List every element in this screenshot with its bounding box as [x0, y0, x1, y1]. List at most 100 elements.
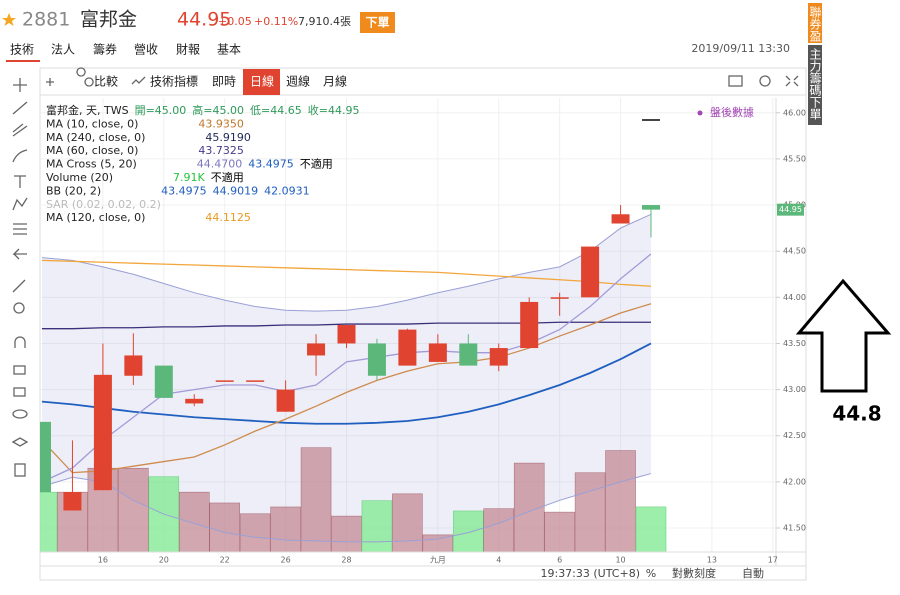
add-symbol-icon[interactable]	[46, 78, 54, 86]
bollinger-lower	[41, 473, 652, 543]
legend-value: 42.0931	[264, 184, 310, 197]
percent-toggle[interactable]: %	[646, 567, 656, 580]
indicator-line	[42, 321, 651, 330]
crosshair-tool[interactable]	[13, 78, 27, 92]
candle-body	[276, 389, 295, 412]
log-scale-toggle[interactable]: 對數刻度	[672, 566, 716, 580]
legend-row: MA (120, close, 0) 44.1125	[46, 211, 251, 224]
volume-bar	[635, 506, 667, 552]
toolbar-button[interactable]: 月線	[323, 74, 347, 89]
toolbar-button[interactable]: 比較	[94, 74, 118, 89]
pitchfork-tool[interactable]	[12, 123, 28, 137]
x-tick-label: 20	[159, 556, 169, 565]
legend-value: 不適用	[211, 170, 244, 184]
settings-icon[interactable]	[759, 75, 771, 87]
auto-scale-toggle[interactable]: 自動	[742, 566, 764, 580]
x-tick-label: 10	[615, 556, 625, 565]
volume-bar	[574, 472, 606, 552]
candle-body	[246, 380, 265, 382]
candle-body	[367, 343, 386, 376]
legend-value: 44.4700	[197, 158, 243, 171]
pattern-tool[interactable]	[12, 197, 28, 211]
candle-body	[185, 398, 204, 404]
delete-tool[interactable]	[14, 463, 26, 477]
candle-body	[337, 325, 356, 344]
side-tab-label[interactable]: 聯券盈	[808, 6, 822, 42]
visibility-tool[interactable]	[12, 409, 28, 419]
legend-row: MA (10, close, 0) 43.9350	[46, 117, 244, 130]
volume-bar	[40, 491, 58, 552]
legend-value: 43.9350	[198, 117, 244, 130]
legend-row: Volume (20) 7.91K 不適用	[46, 170, 244, 184]
y-tick-label: 42.00	[783, 477, 806, 486]
ruler-tool[interactable]	[12, 279, 26, 293]
nav-tab[interactable]: 基本	[217, 43, 241, 57]
legend-name: MA (120, close, 0)	[46, 211, 145, 224]
candle-body	[428, 343, 447, 362]
trade-volume: 7,910.4張	[298, 15, 351, 28]
side-tab[interactable]	[808, 3, 822, 43]
legend-row: SAR (0.02, 0.02, 0.2)	[46, 198, 161, 211]
legend-value: 44.1125	[205, 211, 251, 224]
candle-body	[642, 205, 660, 210]
toolbar-button[interactable]: 日線	[250, 74, 274, 89]
last-price-box	[777, 203, 804, 216]
trendline-tool[interactable]	[12, 101, 28, 115]
indicator-line	[41, 303, 652, 474]
nav-tab[interactable]: 財報	[176, 42, 200, 57]
camera-icon[interactable]	[728, 75, 743, 87]
legend-value: 7.91K	[173, 171, 205, 184]
indicator-line	[41, 259, 652, 287]
side-tab-label[interactable]: 主力籌碼下單	[808, 48, 822, 120]
y-tick-label: 45.50	[783, 154, 806, 163]
nav-tab[interactable]: 籌券	[93, 42, 117, 57]
text-tool[interactable]	[14, 175, 26, 188]
nav-tab[interactable]: 營收	[134, 43, 158, 57]
candle-body	[63, 492, 82, 511]
back-tool[interactable]	[12, 248, 27, 260]
volume-bar	[331, 515, 362, 552]
annotation-arrow	[795, 278, 892, 393]
compare-icon[interactable]	[76, 67, 94, 87]
star[interactable]	[2, 13, 16, 26]
volume-bar	[544, 511, 575, 552]
candle-body	[307, 343, 326, 356]
order-button[interactable]	[360, 12, 395, 33]
x-tick-label: 16	[98, 556, 108, 565]
unlock-tool[interactable]	[13, 387, 26, 397]
indicator-icon[interactable]	[131, 76, 146, 85]
magnet-tool[interactable]	[14, 336, 26, 348]
toolbar-button[interactable]: 技術指標	[150, 74, 198, 89]
layers-tool[interactable]	[11, 437, 29, 447]
legend-name: MA (10, close, 0)	[46, 117, 138, 130]
candle-body	[40, 421, 51, 493]
legend-row: BB (20, 2) 43.4975 44.9019 42.0931	[46, 184, 310, 197]
zoom-tool[interactable]	[13, 302, 25, 314]
nav-tab[interactable]: 技術	[10, 43, 34, 57]
x-tick-label: 13	[707, 556, 717, 565]
volume-bar	[239, 513, 271, 552]
legend-name: 富邦金, 天, TWS	[46, 103, 129, 117]
side-tab[interactable]	[808, 45, 822, 125]
volume-bar	[179, 491, 210, 552]
candle-body	[520, 301, 539, 349]
legend-name: Volume (20)	[46, 171, 113, 184]
y-tick-label: 43.00	[783, 385, 806, 394]
legend-name: BB (20, 2)	[46, 184, 101, 197]
nav-tab[interactable]: 法人	[51, 43, 75, 57]
legend-value: 43.4975	[248, 158, 294, 171]
order-button-label[interactable]: 下單	[365, 16, 389, 30]
toolbar-button[interactable]: 週線	[286, 74, 310, 89]
lock-tool[interactable]	[13, 365, 26, 375]
legend-value: 44.9019	[213, 184, 259, 197]
toolbar-button[interactable]: 即時	[212, 75, 236, 89]
post-market-dot	[697, 110, 703, 116]
brush-tool[interactable]	[12, 149, 28, 163]
fib-tool[interactable]	[13, 223, 27, 235]
stock-code: 2881	[22, 9, 70, 31]
candle-body	[611, 214, 630, 224]
bollinger-upper	[41, 213, 652, 312]
volume-bar	[118, 467, 149, 552]
fullscreen-icon[interactable]	[785, 75, 799, 87]
